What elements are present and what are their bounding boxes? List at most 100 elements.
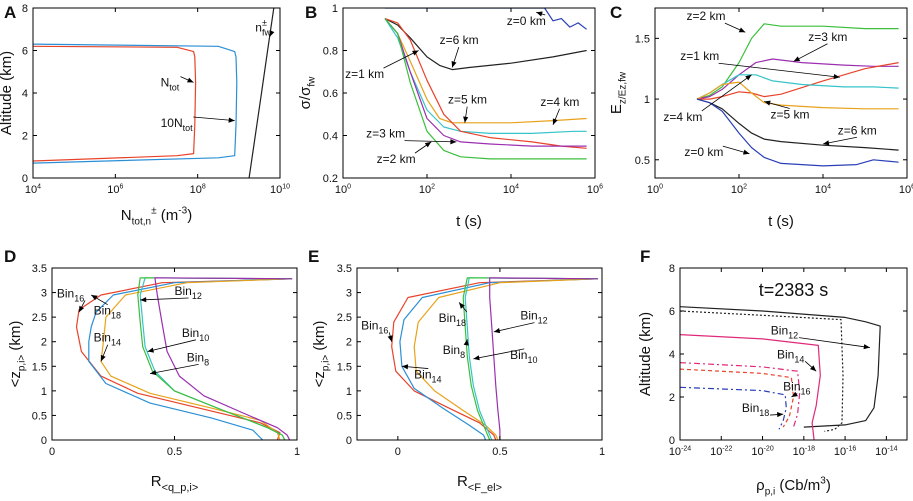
annotation-label: z=4 km — [540, 95, 579, 109]
annotation-arrowhead — [451, 60, 457, 68]
y-tick-label: 0.8 — [323, 46, 338, 58]
x-tick-label: 102 — [731, 183, 747, 196]
annotation-arrowhead — [536, 11, 543, 17]
series-group — [75, 277, 293, 440]
annotation-arrow — [404, 140, 457, 143]
annotation-arrow — [793, 43, 828, 62]
series-line-bin-16 — [680, 368, 795, 428]
y-tick-label: 1 — [41, 386, 47, 398]
x-tick-label: 1010 — [270, 183, 290, 196]
y-tick-label: 3 — [41, 288, 47, 300]
series-line-z-2-km — [384, 18, 587, 160]
annotation-label: z=3 km — [366, 127, 405, 141]
x-tick-label: 106 — [107, 183, 123, 196]
annotation-label: z=5 km — [448, 93, 487, 107]
x-tick-label: 102 — [419, 183, 435, 196]
annotation-arrowhead — [738, 27, 746, 33]
series-group — [696, 23, 899, 167]
series-line-bin-8 — [489, 277, 598, 440]
annotation-arrowhead — [777, 411, 784, 418]
annotation-arrowhead — [823, 140, 830, 146]
x-axis-label: R<F_el> — [457, 473, 502, 494]
series-line-z-0-km — [385, 8, 587, 30]
series-line-bin-14 — [680, 334, 821, 440]
x-tick-label: 10-24 — [669, 445, 691, 458]
annotation-label: Bin16 — [57, 286, 84, 303]
panel-B: 100 102 104 106 0.2 0.4 0.6 0.8 1 t (s) σ/σfw B z=0 … — [297, 3, 603, 230]
y-tick-label: 0 — [41, 435, 47, 447]
annotation-arrowhead — [552, 118, 558, 125]
series-line-bin-14-dashdot — [680, 362, 801, 428]
annotation-label: Bin12 — [771, 324, 798, 341]
annotation-label: z=6 km — [440, 33, 479, 47]
y-tick-label: 3.5 — [337, 263, 352, 275]
series-line-bin-18 — [399, 278, 598, 440]
y-tick-label: 1.5 — [337, 361, 352, 373]
x-tick-label: 0 — [49, 446, 55, 458]
x-tick-label: 0 — [395, 446, 401, 458]
x-tick-label: 104 — [815, 183, 831, 196]
series-line-z-1-km — [384, 18, 587, 149]
series-line-z-2-km — [696, 23, 899, 100]
series-group — [391, 277, 598, 440]
annotation-arrowhead — [463, 116, 469, 123]
series-line-bin-14 — [100, 278, 293, 440]
x-tick-label: 108 — [190, 183, 206, 196]
annotation-arrowhead — [863, 344, 870, 350]
annotation-label: Bin10 — [510, 348, 537, 365]
annotation-label: Bin8 — [187, 350, 209, 367]
annotation-arrowhead — [473, 355, 480, 361]
series-line-z-4-km — [384, 18, 587, 134]
series-line-z-5-km — [696, 81, 899, 110]
x-tick-label: 10-18 — [793, 445, 815, 458]
panel-letter: C — [610, 3, 622, 22]
y-tick-label: 0 — [22, 173, 28, 185]
annotation-label: z=0 km — [507, 14, 546, 28]
annotation-arrowhead — [833, 73, 840, 80]
y-tick-label: 2 — [669, 392, 675, 404]
series-line-bin-12-dotted — [680, 310, 844, 432]
x-tick-label: 10-20 — [751, 445, 773, 458]
x-tick-label: 1 — [294, 446, 300, 458]
annotation-arrowhead — [493, 328, 501, 334]
x-tick-label: 1 — [599, 446, 605, 458]
panel-C: 100 102 104 106 0.5 1 1.5 t (s) Ez/Ez,fw Cz=2 km z… — [608, 3, 913, 230]
x-tick-label: 100 — [647, 183, 663, 196]
annotation-arrow — [383, 50, 419, 69]
y-tick-label: 2 — [41, 337, 47, 349]
annotation-label: 10Ntot — [161, 116, 194, 133]
y-tick-label: 6 — [669, 306, 675, 318]
series-line-z-1-km — [697, 62, 899, 100]
y-tick-label: 0.5 — [635, 155, 650, 167]
annotation-arrowhead — [269, 30, 275, 37]
annotation-label: nfw± — [255, 17, 271, 37]
annotation-arrowhead — [412, 50, 419, 56]
series-line-z-5-km — [384, 18, 587, 124]
series-line-bin-12 — [139, 277, 293, 440]
annotation-label: Bin18 — [439, 311, 466, 328]
annotation-arrowhead — [150, 369, 157, 376]
annotation-arrowhead — [140, 297, 147, 303]
annotation-label: z=2 km — [687, 9, 726, 23]
y-tick-label: 0.5 — [337, 410, 352, 422]
y-tick-label: 1 — [644, 94, 650, 106]
panel-title: t=2383 s — [759, 280, 829, 300]
panel-letter: D — [4, 247, 16, 266]
panel-F: 10-24 10-22 10-20 10-18 10-16 10-14 0 2 4 6 8 ρp,i … — [637, 247, 908, 498]
annotation-arrowhead — [450, 139, 457, 145]
annotation-arrowhead — [745, 74, 752, 81]
series-line-bin-12 — [680, 306, 881, 428]
annotation-label: Bin16 — [361, 318, 388, 335]
x-tick-label: 10-14 — [875, 445, 897, 458]
series-line-bin-8 — [154, 277, 293, 440]
x-axis-label: ρp,i (Cb/m3) — [756, 476, 831, 498]
annotation-arrowhead — [100, 354, 106, 362]
series-group — [33, 8, 275, 178]
y-tick-label: 2.5 — [337, 312, 352, 324]
y-tick-label: 3.5 — [32, 263, 47, 275]
series-line-z-0-km — [696, 98, 899, 167]
annotation-arrow — [473, 348, 525, 360]
y-tick-label: 1 — [346, 386, 352, 398]
annotation-label: z=4 km — [663, 110, 702, 124]
